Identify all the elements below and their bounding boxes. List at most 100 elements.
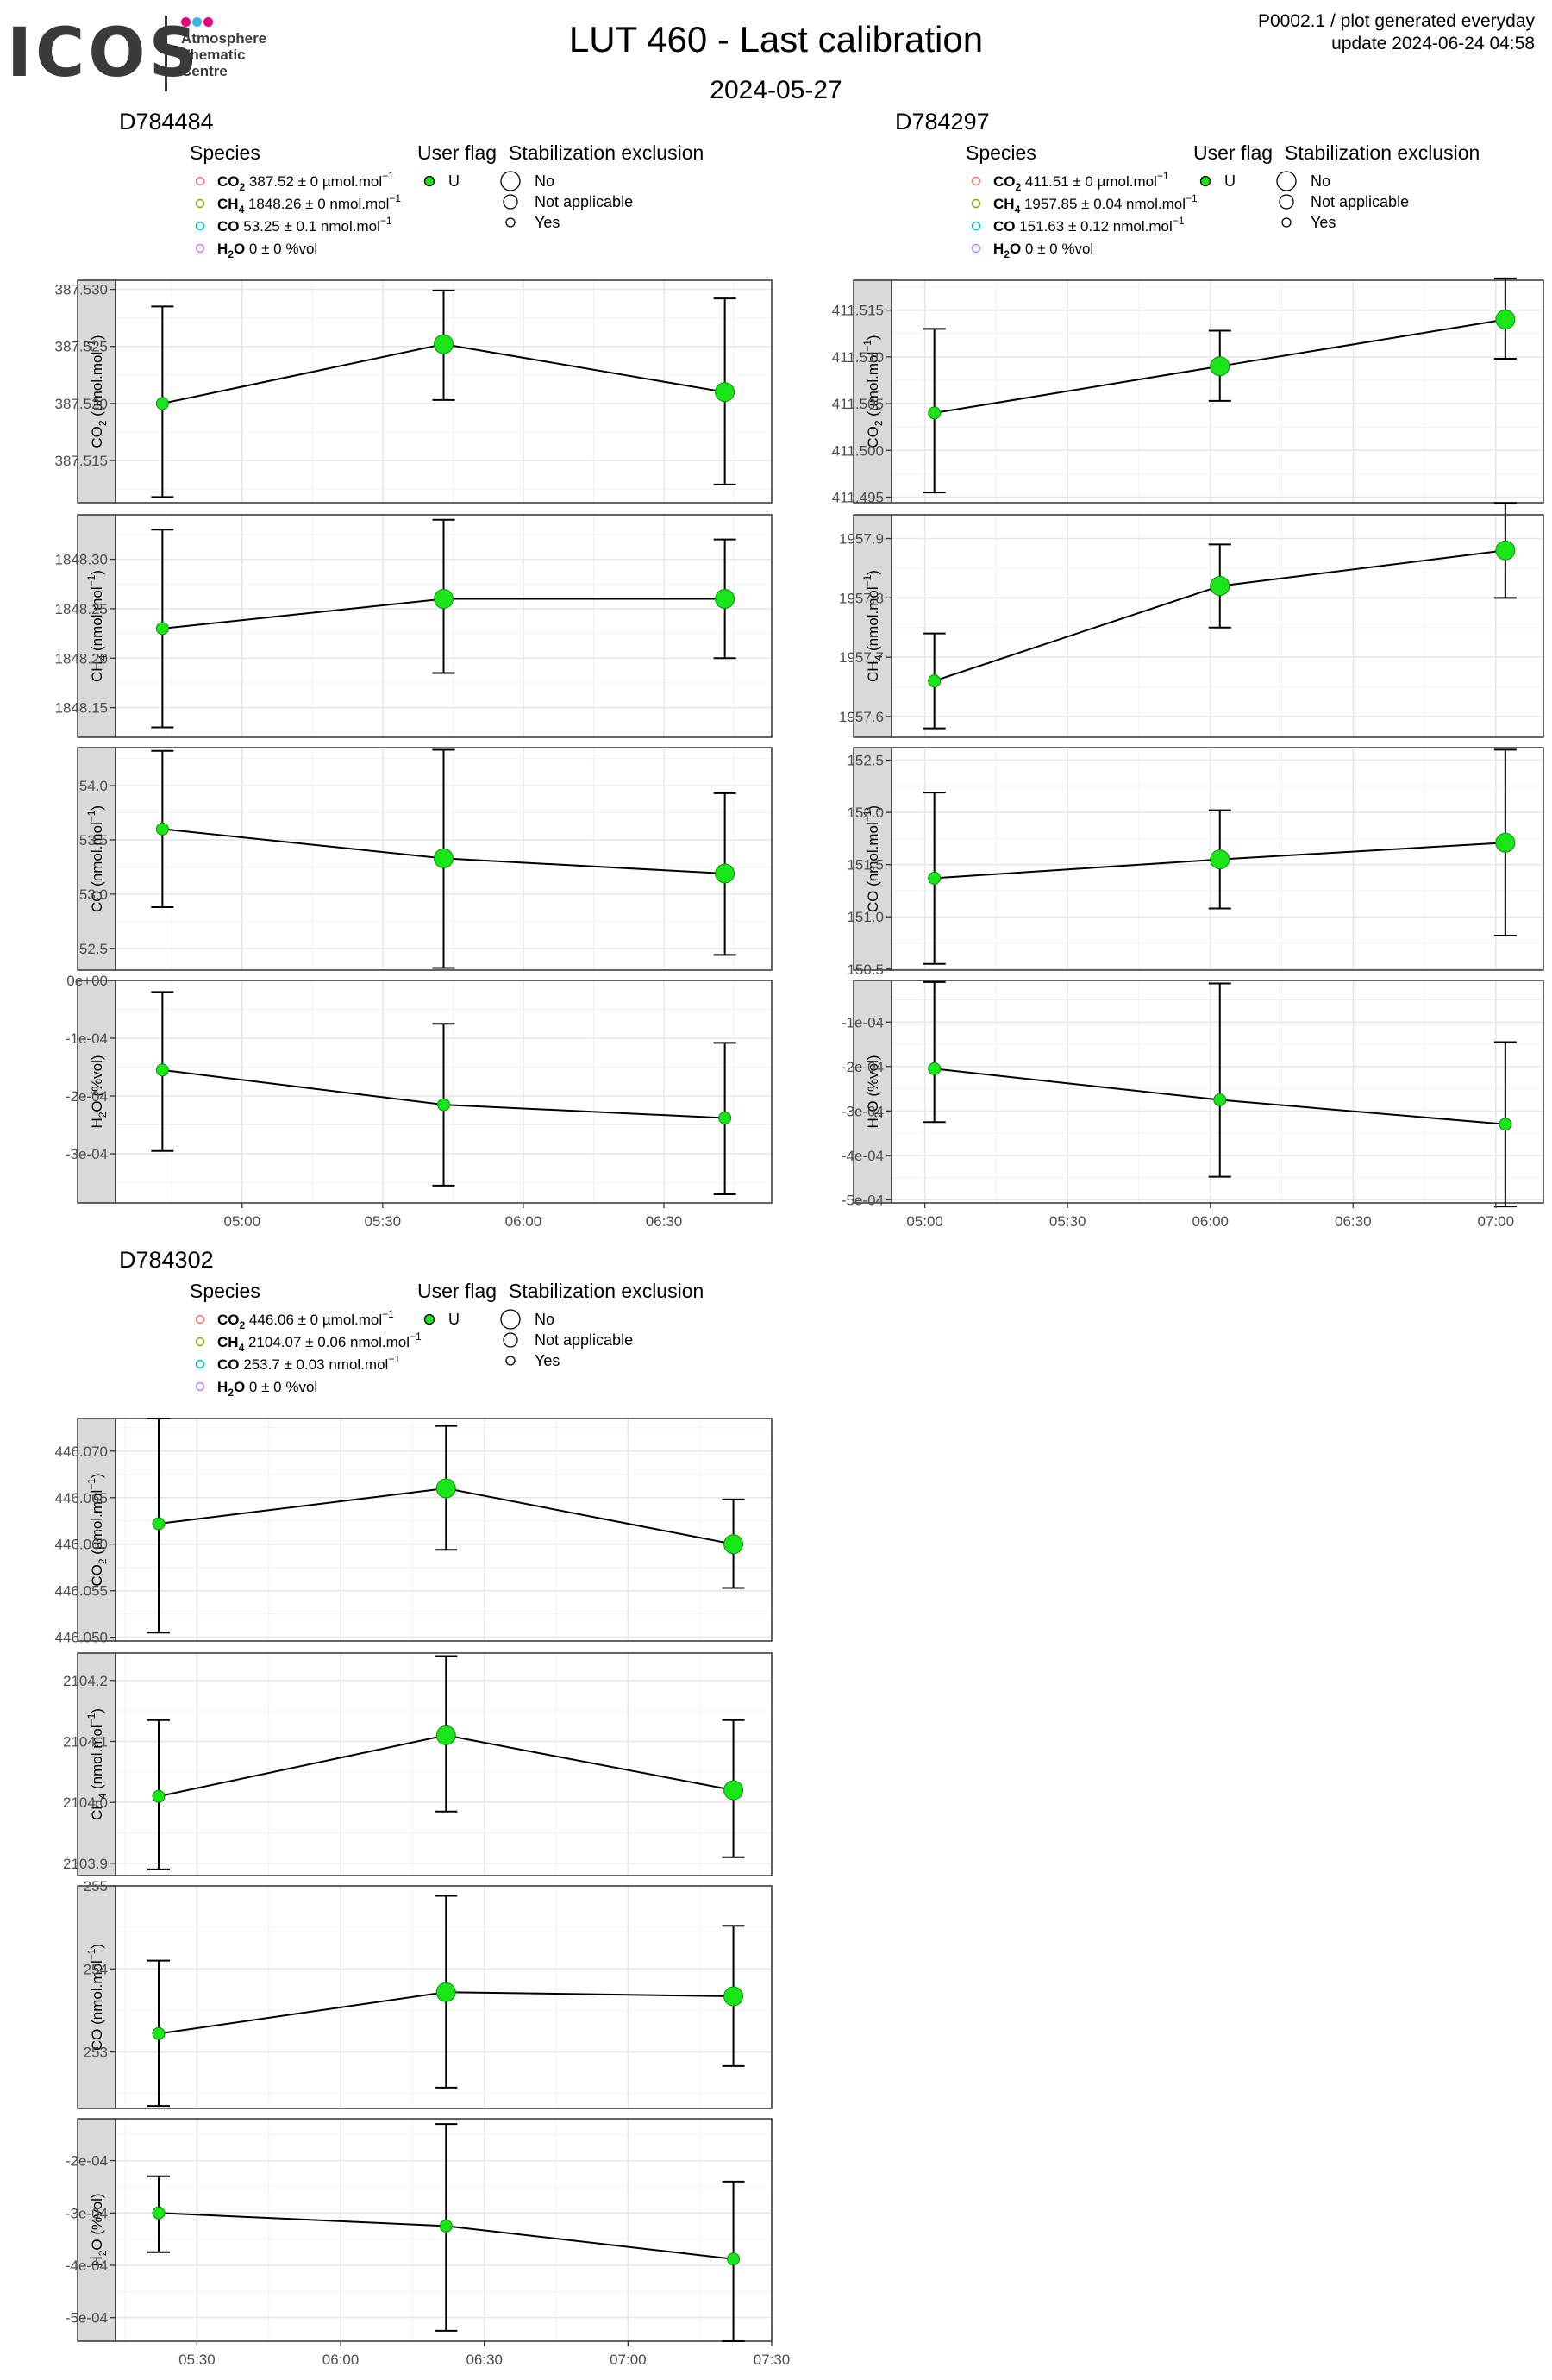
panel-2: CO (nmol.mol−1)253 254 255 (77, 1878, 773, 2109)
legend-stabilization-label: Not applicable (535, 1331, 633, 1349)
panel-background (116, 1653, 772, 1876)
legend-stabilization-key (505, 217, 516, 228)
chart-title: D784302 (119, 1247, 214, 1273)
y-axis-label: CO2 (µmol.mol−1) (85, 1473, 109, 1586)
panel-border (891, 279, 1544, 504)
legend-species-key (195, 1314, 205, 1325)
legend-title-stabilization: Stabilization exclusion (509, 141, 704, 164)
legend-stabilization-label: Yes (1311, 214, 1336, 231)
y-tick-label: 411.495 (832, 489, 884, 505)
x-tick-label: 06:00 (505, 1213, 542, 1230)
y-tick-label: 1848.15 (55, 700, 108, 717)
logo-dots (181, 16, 215, 31)
legend-title-user-flag: User flag (417, 141, 497, 164)
generation-note-line: P0002.1 / plot generated everyday (1257, 11, 1535, 31)
x-tick-label: 06:00 (322, 2352, 360, 2368)
y-tick-label: -2e-04 (66, 1088, 108, 1105)
panel-0: CO2 (µmol.mol−1) 446.050 446.055 446.060 446… (55, 1418, 773, 1646)
legend-species-key (971, 221, 981, 231)
logo-dot (192, 17, 202, 27)
data-point (435, 1982, 456, 2002)
y-axis-label: CO2 (µmol.mol−1) (861, 335, 885, 448)
panel-3: H2O (%vol) -5e-04 -4e-04 -3e-04 -2e-04 05:30 0… (66, 2118, 790, 2368)
legend-stabilization-key (505, 1356, 516, 1366)
legend-title-user-flag: User flag (1193, 141, 1273, 164)
y-tick-label: 152.5 (847, 753, 884, 769)
panel-3: H2O (%vol) -3e-04 -2e-04 -1e-04 0e+00 05:00 05… (66, 973, 773, 1230)
data-point (155, 622, 169, 636)
x-tick-label: 06:30 (1335, 1213, 1372, 1230)
panel-border (891, 980, 1544, 1204)
panel-strip (77, 747, 116, 971)
panel-border (115, 1418, 773, 1642)
data-point (439, 2219, 453, 2233)
legend-title-species: Species (966, 141, 1036, 164)
panel-strip (77, 1652, 116, 1876)
panel-strip (77, 1418, 116, 1642)
y-tick-label: 387.525 (55, 339, 108, 355)
legend-species-label: H2O 0 ± 0 %vol (217, 1379, 317, 1399)
data-point (723, 1534, 744, 1555)
legend-species-label: CH4 1957.85 ± 0.04 nmol.mol−1 (993, 192, 1198, 216)
legend-species-key (195, 1381, 205, 1392)
data-point (1495, 310, 1516, 330)
y-tick-label: 151.0 (847, 909, 884, 925)
y-tick-label: 53.0 (79, 886, 108, 903)
data-point (434, 848, 454, 868)
y-tick-label: 255 (84, 1878, 108, 1895)
x-tick-label: 05:00 (223, 1213, 260, 1230)
legend-stabilization-label: No (535, 172, 554, 190)
panel-strip (77, 279, 116, 504)
update-timestamp: update 2024-06-24 04:58 (1331, 34, 1535, 53)
data-point (435, 1478, 456, 1499)
legend-user-flag-key (423, 1313, 435, 1325)
chart-title: D784484 (119, 109, 214, 135)
data-point (1210, 356, 1230, 377)
legend-species-label: CO2 446.06 ± 0 µmol.mol−1 (217, 1308, 394, 1331)
legend-stabilization-label: No (535, 1311, 554, 1328)
panel-1: CH4 (nmol.mol−1) 1848.15 1848.20 1848.25 184… (55, 514, 773, 738)
legend-species-label: CO2 387.52 ± 0 µmol.mol−1 (217, 170, 394, 193)
logo-dot (203, 17, 213, 27)
x-tick-label: 05:00 (906, 1213, 943, 1230)
data-point (155, 822, 169, 836)
y-tick-label: -4e-04 (66, 2258, 108, 2274)
y-tick-label: 1957.8 (839, 590, 884, 606)
y-tick-label: 253 (84, 2045, 108, 2061)
panel-3: H2O (%vol) -5e-04 -4e-04 -3e-04 -2e-04 -1e-04… (842, 980, 1544, 1230)
logo-subtitle-line: Thematic (181, 47, 246, 63)
y-axis-label: CO (nmol.mol−1) (861, 805, 881, 912)
x-tick-label: 05:30 (1049, 1213, 1086, 1230)
panel-strip (77, 514, 116, 738)
data-point (152, 2206, 166, 2220)
data-point (437, 1098, 450, 1112)
legend-stabilization-label: No (1311, 172, 1330, 190)
panel-1: CH4 (nmol.mol−1) 2103.9 2104.0 2104.1 2104.2 (63, 1652, 773, 1876)
legend-user-flag-label: U (448, 172, 460, 190)
legend-species-label: CH4 2104.07 ± 0.06 nmol.mol−1 (217, 1331, 422, 1354)
y-tick-label: 411.515 (832, 303, 884, 319)
y-tick-label: 2104.2 (63, 1673, 108, 1689)
icos-logo: ICOS Atmosphere Thematic Centre (7, 14, 291, 93)
legend-stabilization-key (1279, 194, 1294, 210)
generation-note: P0002.1 / plot generated everyday update… (1258, 10, 1535, 55)
y-tick-label: 150.5 (847, 961, 884, 978)
logo-divider (165, 16, 167, 91)
legend-user-flag-label: U (448, 1311, 460, 1328)
logo-dot (181, 17, 191, 27)
panel-strip (853, 747, 892, 971)
legend-stabilization-key (1276, 171, 1297, 191)
y-tick-label: -4e-04 (842, 1148, 884, 1164)
legend-stabilization-label: Yes (535, 214, 560, 231)
panel-border (115, 1885, 773, 2109)
panel-2: CO (nmol.mol−1) 150.5 151.0 151.5 152.0 152.5 (847, 747, 1544, 978)
y-tick-label: -2e-04 (842, 1059, 884, 1075)
legend-user-flag-key (423, 175, 435, 187)
legend-species-key (971, 243, 981, 254)
y-axis-label: H2O (%vol) (89, 2193, 109, 2266)
